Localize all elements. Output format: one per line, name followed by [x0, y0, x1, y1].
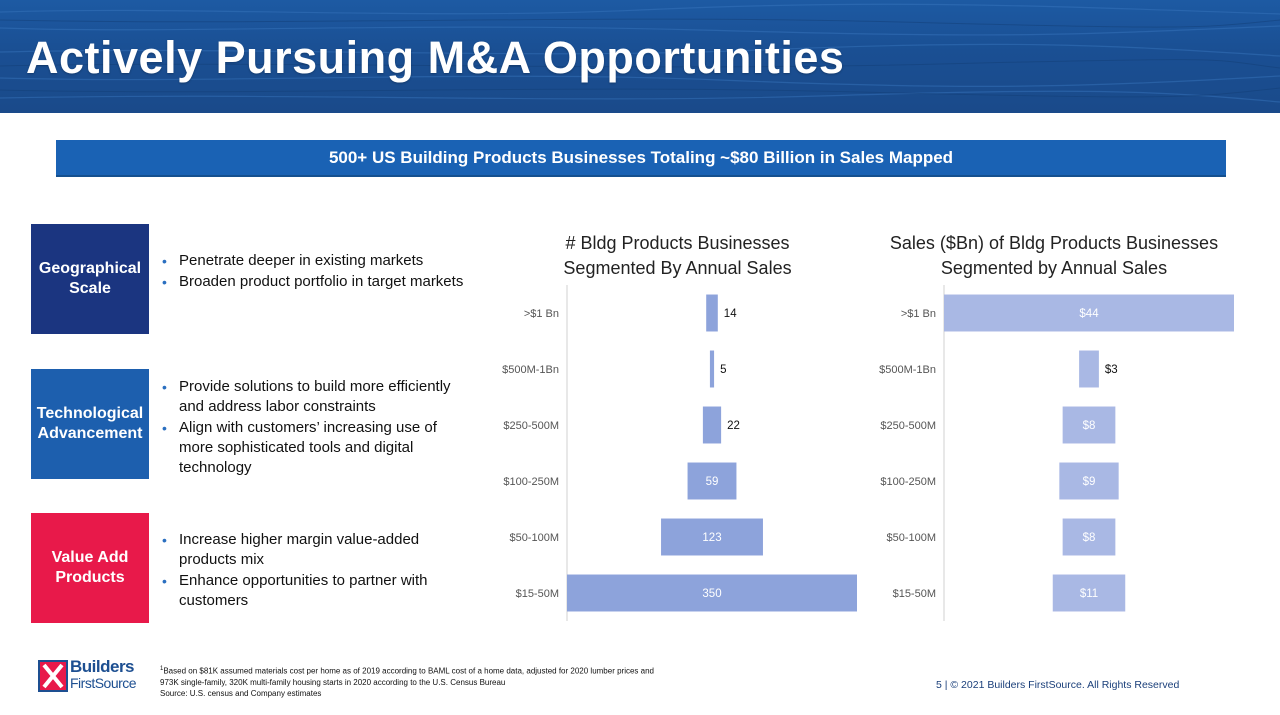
pillar-geographical-scale: Geographical Scale	[31, 224, 149, 334]
pillar-label-line1: Value Add	[51, 549, 129, 566]
bullet-item: Penetrate deeper in existing markets	[162, 251, 472, 271]
category-label: $50-100M	[509, 532, 559, 544]
logo-line2: FirstSource	[70, 675, 137, 691]
footnote: 1Based on $81K assumed materials cost pe…	[160, 664, 720, 699]
pillar-label-line1: Geographical	[38, 260, 142, 277]
category-label: >$1 Bn	[524, 308, 559, 320]
bullet-item: Enhance opportunities to partner with cu…	[162, 571, 472, 611]
category-label: $15-50M	[516, 588, 559, 600]
chart2-title: Sales ($Bn) of Bldg Products Businesses …	[880, 231, 1228, 281]
bar	[1059, 462, 1119, 500]
chart1-title-line2: Segmented By Annual Sales	[563, 258, 792, 278]
category-label: $50-100M	[886, 532, 936, 544]
page-title: Actively Pursuing M&A Opportunities	[26, 32, 845, 83]
footnote-line1: Based on $81K assumed materials cost per…	[163, 666, 654, 676]
data-label: 22	[727, 420, 740, 432]
category-label: $15-50M	[893, 588, 936, 600]
footnote-marker: 1	[160, 666, 164, 672]
bullet-item: Broaden product portfolio in target mark…	[162, 272, 472, 292]
pillar-label-line2: Advancement	[37, 425, 143, 442]
logo-line1: Builders	[70, 657, 135, 676]
category-label: $100-250M	[880, 476, 936, 488]
category-label: $500M-1Bn	[502, 364, 559, 376]
bullet-list-value-add: Increase higher margin value-added produ…	[162, 530, 472, 612]
data-label: $9	[1083, 476, 1096, 488]
chart1-title: # Bldg Products Businesses Segmented By …	[540, 231, 815, 281]
bullet-list-technological: Provide solutions to build more efficien…	[162, 377, 472, 479]
bar	[567, 574, 857, 612]
bar	[1062, 518, 1116, 556]
data-label: $11	[1080, 588, 1098, 600]
data-label: 350	[702, 588, 721, 600]
bar	[709, 350, 715, 388]
pillar-label-line1: Technological	[36, 405, 144, 422]
bar	[702, 406, 722, 444]
chart1-title-line1: # Bldg Products Businesses	[565, 233, 790, 253]
data-label: $8	[1083, 420, 1096, 432]
bar	[687, 462, 737, 500]
bar	[1052, 574, 1126, 612]
logo-mark-icon	[38, 660, 68, 692]
bar	[944, 294, 1234, 332]
wood-texture	[0, 3, 1280, 103]
category-label: $500M-1Bn	[879, 364, 936, 376]
footnote-source: Source: U.S. census and Company estimate…	[160, 688, 322, 698]
data-label: $8	[1083, 532, 1096, 544]
pillar-value-add-products: Value Add Products	[31, 513, 149, 623]
pillar-technological-advancement: Technological Advancement	[31, 369, 149, 479]
category-label: $250-500M	[880, 420, 936, 432]
bullet-item: Align with customers’ increasing use of …	[162, 418, 472, 478]
pillar-label-line2: Products	[55, 569, 125, 586]
chart2-title-line1: Sales ($Bn) of Bldg Products Businesses	[889, 233, 1219, 253]
category-label: >$1 Bn	[901, 308, 936, 320]
data-label: 5	[720, 364, 726, 376]
category-label: $250-500M	[503, 420, 559, 432]
bar	[706, 294, 718, 332]
bullet-item: Provide solutions to build more efficien…	[162, 377, 472, 417]
bar	[1079, 350, 1099, 388]
bar	[1062, 406, 1116, 444]
bar	[661, 518, 763, 556]
header-banner: Actively Pursuing M&A Opportunities	[0, 0, 1280, 113]
data-label: 59	[706, 476, 719, 488]
data-label: 123	[702, 532, 721, 544]
data-label: $44	[1079, 308, 1099, 320]
data-label: $3	[1105, 364, 1118, 376]
category-label: $100-250M	[503, 476, 559, 488]
chart-business-count: >$1 Bn 14 $500M-1Bn 5 $250-500M 22 $100-250M 59…	[502, 285, 857, 621]
chart-sales-bn: >$1 Bn $44 $500M-1Bn $3 $250-500M $8 $100-250M…	[879, 285, 1234, 621]
data-label: 14	[724, 308, 737, 320]
summary-banner: 500+ US Building Products Businesses Tot…	[56, 140, 1226, 177]
chart2-title-line2: Segmented by Annual Sales	[940, 258, 1168, 278]
bullet-item: Increase higher margin value-added produ…	[162, 530, 472, 570]
footnote-line2: 973K single-family, 320K multi-family ho…	[160, 677, 506, 687]
bullet-list-geographical: Penetrate deeper in existing markets Bro…	[162, 251, 472, 293]
pillar-label-line2: Scale	[69, 280, 111, 297]
copyright-text: 5 | © 2021 Builders FirstSource. All Rig…	[936, 679, 1180, 691]
company-logo: Builders FirstSource	[38, 657, 148, 693]
